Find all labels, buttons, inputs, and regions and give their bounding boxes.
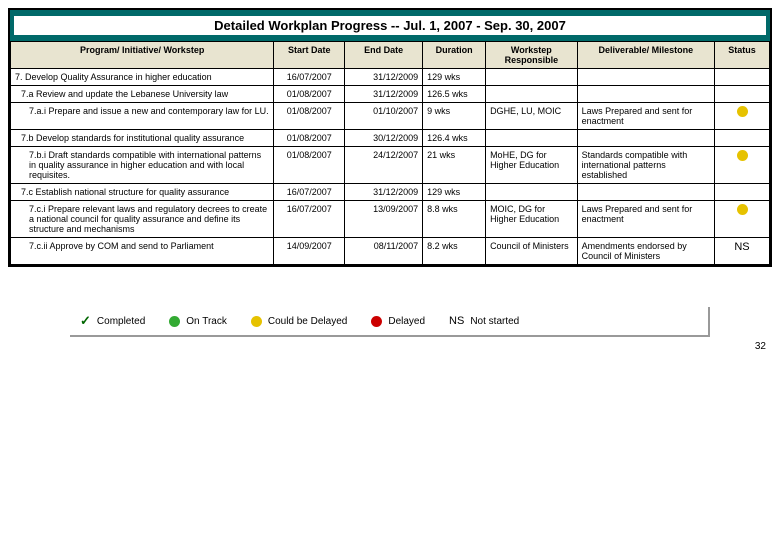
cell-status (715, 103, 770, 130)
cell-end: 24/12/2007 (345, 147, 423, 184)
page-title: Detailed Workplan Progress -- Jul. 1, 20… (14, 16, 766, 35)
cell-responsible: MoHE, DG for Higher Education (486, 147, 578, 184)
cell-end: 31/12/2009 (345, 86, 423, 103)
check-icon: ✓ (80, 313, 91, 329)
cell-start: 01/08/2007 (274, 103, 345, 130)
cell-duration: 129 wks (423, 69, 486, 86)
legend-ns-code: NS (449, 315, 464, 327)
legend-could-delay-label: Could be Delayed (268, 316, 348, 327)
status-text: NS (734, 241, 749, 253)
table-row: 7.c Establish national structure for qua… (11, 184, 770, 201)
legend-on-track: On Track (169, 316, 227, 327)
cell-deliverable: Amendments endorsed by Council of Minist… (577, 238, 714, 265)
cell-start: 16/07/2007 (274, 184, 345, 201)
th-responsible: Workstep Responsible (486, 42, 578, 69)
cell-status (715, 201, 770, 238)
cell-start: 01/08/2007 (274, 147, 345, 184)
cell-program: 7.c.ii Approve by COM and send to Parlia… (11, 238, 274, 265)
cell-program: 7.a.i Prepare and issue a new and contem… (11, 103, 274, 130)
cell-duration: 129 wks (423, 184, 486, 201)
cell-status (715, 69, 770, 86)
legend-completed-label: Completed (97, 316, 145, 327)
legend-could-delay: Could be Delayed (251, 316, 348, 327)
cell-program: 7.c Establish national structure for qua… (11, 184, 274, 201)
table-row: 7.c.i Prepare relevant laws and regulato… (11, 201, 770, 238)
circle-icon (251, 316, 262, 327)
legend-delayed: Delayed (371, 316, 425, 327)
cell-responsible (486, 184, 578, 201)
table-row: 7. Develop Quality Assurance in higher e… (11, 69, 770, 86)
cell-duration: 21 wks (423, 147, 486, 184)
cell-deliverable (577, 184, 714, 201)
cell-status (715, 86, 770, 103)
cell-responsible (486, 86, 578, 103)
cell-start: 01/08/2007 (274, 130, 345, 147)
status-dot-icon (737, 106, 748, 117)
table-row: 7.b.i Draft standards compatible with in… (11, 147, 770, 184)
cell-responsible (486, 69, 578, 86)
legend-not-started: NS Not started (449, 315, 519, 327)
table-row: 7.a Review and update the Lebanese Unive… (11, 86, 770, 103)
cell-start: 14/09/2007 (274, 238, 345, 265)
cell-responsible (486, 130, 578, 147)
cell-start: 16/07/2007 (274, 201, 345, 238)
cell-end: 01/10/2007 (345, 103, 423, 130)
th-status: Status (715, 42, 770, 69)
cell-program: 7. Develop Quality Assurance in higher e… (11, 69, 274, 86)
legend-on-track-label: On Track (186, 316, 227, 327)
cell-duration: 126.5 wks (423, 86, 486, 103)
cell-responsible: MOIC, DG for Higher Education (486, 201, 578, 238)
cell-duration: 8.2 wks (423, 238, 486, 265)
cell-responsible: Council of Ministers (486, 238, 578, 265)
th-deliverable: Deliverable/ Milestone (577, 42, 714, 69)
legend-not-started-label: Not started (470, 316, 519, 327)
cell-duration: 8.8 wks (423, 201, 486, 238)
cell-deliverable (577, 69, 714, 86)
workplan-table: Program/ Initiative/ Workstep Start Date… (10, 41, 770, 265)
cell-program: 7.b.i Draft standards compatible with in… (11, 147, 274, 184)
th-start: Start Date (274, 42, 345, 69)
cell-deliverable (577, 130, 714, 147)
cell-status (715, 130, 770, 147)
cell-end: 13/09/2007 (345, 201, 423, 238)
cell-deliverable: Standards compatible with international … (577, 147, 714, 184)
cell-duration: 9 wks (423, 103, 486, 130)
cell-deliverable (577, 86, 714, 103)
cell-start: 16/07/2007 (274, 69, 345, 86)
cell-end: 30/12/2009 (345, 130, 423, 147)
circle-icon (169, 316, 180, 327)
th-program: Program/ Initiative/ Workstep (11, 42, 274, 69)
table-row: 7.b Develop standards for institutional … (11, 130, 770, 147)
cell-status: NS (715, 238, 770, 265)
cell-end: 31/12/2009 (345, 69, 423, 86)
cell-status (715, 147, 770, 184)
header-row: Program/ Initiative/ Workstep Start Date… (11, 42, 770, 69)
table-body: 7. Develop Quality Assurance in higher e… (11, 69, 770, 265)
cell-program: 7.c.i Prepare relevant laws and regulato… (11, 201, 274, 238)
slide-number: 32 (8, 337, 772, 352)
legend-delayed-label: Delayed (388, 316, 425, 327)
cell-responsible: DGHE, LU, MOIC (486, 103, 578, 130)
cell-end: 08/11/2007 (345, 238, 423, 265)
legend-completed: ✓ Completed (80, 313, 145, 329)
legend: ✓ Completed On Track Could be Delayed De… (70, 307, 710, 337)
status-dot-icon (737, 150, 748, 161)
cell-program: 7.b Develop standards for institutional … (11, 130, 274, 147)
th-duration: Duration (423, 42, 486, 69)
workplan-frame: Detailed Workplan Progress -- Jul. 1, 20… (8, 8, 772, 267)
th-end: End Date (345, 42, 423, 69)
cell-end: 31/12/2009 (345, 184, 423, 201)
status-dot-icon (737, 204, 748, 215)
cell-duration: 126.4 wks (423, 130, 486, 147)
cell-deliverable: Laws Prepared and sent for enactment (577, 103, 714, 130)
circle-icon (371, 316, 382, 327)
table-row: 7.c.ii Approve by COM and send to Parlia… (11, 238, 770, 265)
cell-program: 7.a Review and update the Lebanese Unive… (11, 86, 274, 103)
cell-start: 01/08/2007 (274, 86, 345, 103)
cell-deliverable: Laws Prepared and sent for enactment (577, 201, 714, 238)
table-row: 7.a.i Prepare and issue a new and contem… (11, 103, 770, 130)
cell-status (715, 184, 770, 201)
title-bar: Detailed Workplan Progress -- Jul. 1, 20… (10, 10, 770, 41)
